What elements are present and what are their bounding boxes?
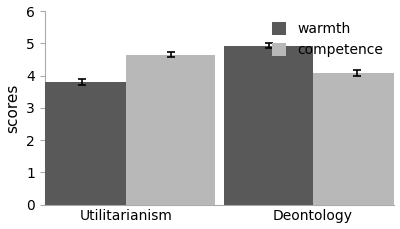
Bar bbox=[38, 82, 126, 204]
Bar bbox=[126, 55, 215, 204]
Y-axis label: scores: scores bbox=[6, 83, 20, 133]
Legend: warmth, competence: warmth, competence bbox=[268, 18, 388, 61]
Bar bbox=[224, 46, 313, 204]
Bar bbox=[313, 73, 400, 204]
